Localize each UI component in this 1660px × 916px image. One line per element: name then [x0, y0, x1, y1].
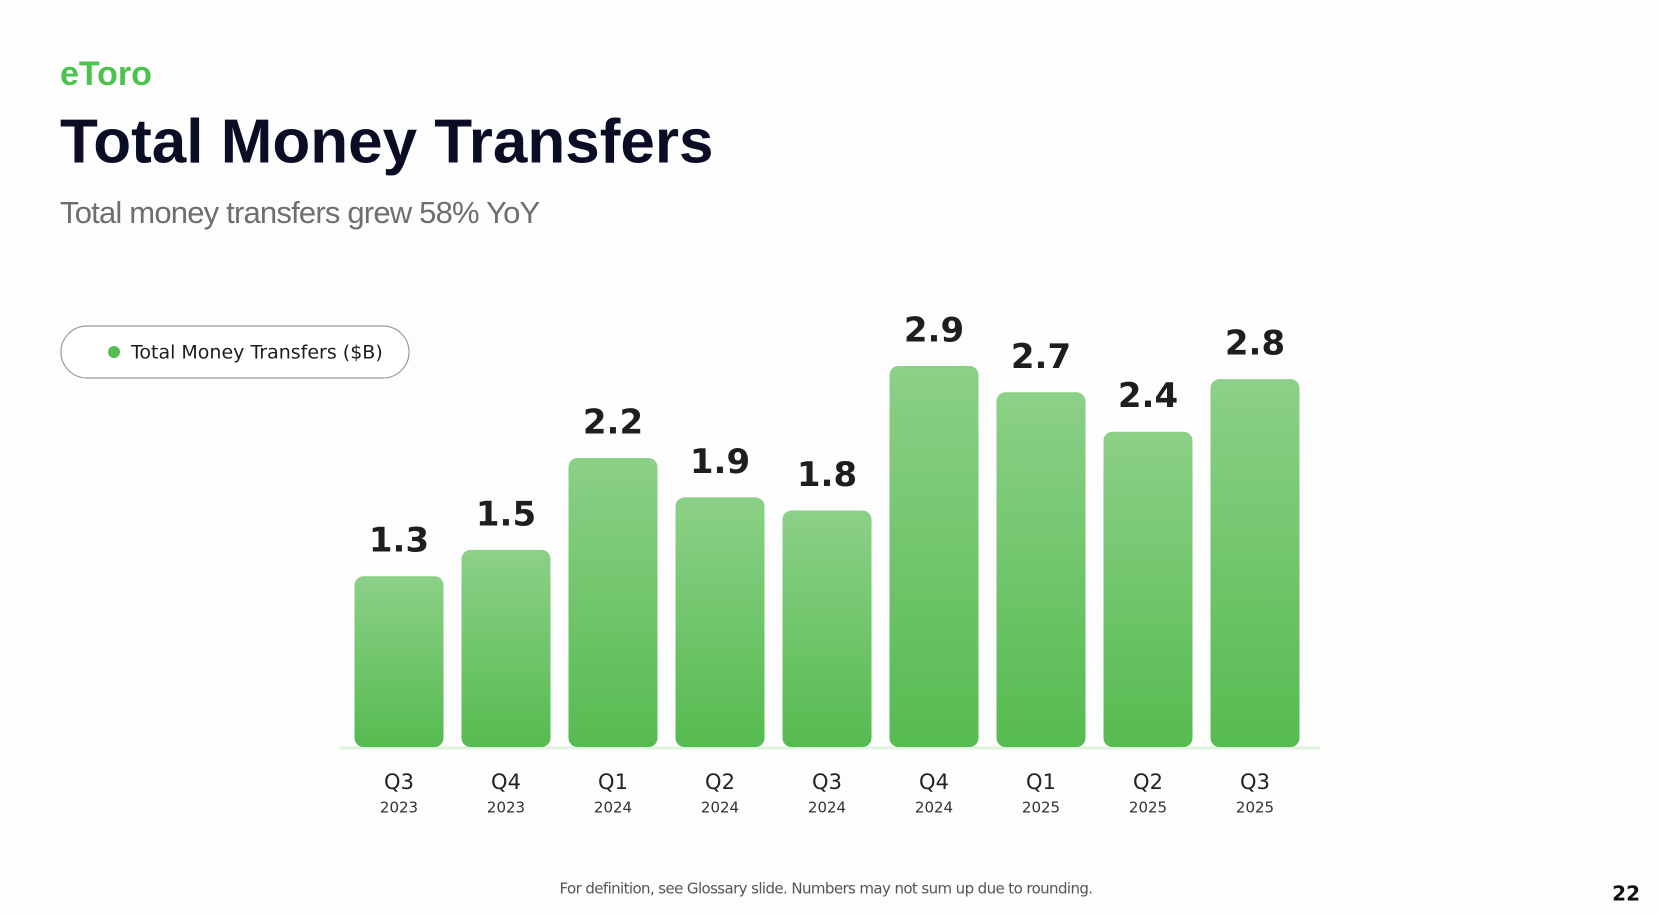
- x-tick-label: Q3: [384, 770, 414, 794]
- x-tick-label: Q2: [705, 770, 735, 794]
- value-label: 1.3: [369, 521, 429, 561]
- x-tick-sublabel: 2025: [1236, 799, 1274, 817]
- x-tick-label: Q2: [1133, 770, 1163, 794]
- x-tick-sublabel: 2025: [1022, 799, 1060, 817]
- value-label: 1.9: [690, 442, 750, 482]
- value-label: 2.9: [904, 311, 964, 351]
- bar: [889, 366, 979, 747]
- x-tick-label: Q3: [1240, 770, 1270, 794]
- x-tick-label: Q4: [491, 770, 521, 794]
- x-tick-label: Q1: [1026, 770, 1056, 794]
- x-tick-sublabel: 2023: [380, 799, 418, 817]
- bar: [568, 457, 658, 747]
- x-tick-label: Q4: [919, 770, 949, 794]
- x-tick-sublabel: 2025: [1129, 799, 1167, 817]
- page-number: 22: [1612, 882, 1640, 906]
- x-tick-sublabel: 2024: [594, 799, 632, 817]
- bar: [354, 576, 444, 747]
- x-tick-label: Q1: [598, 770, 628, 794]
- chart-subtitle: Total money transfers grew 58% YoY: [60, 195, 540, 230]
- bar: [1210, 379, 1300, 747]
- x-tick-label: Q3: [812, 770, 842, 794]
- x-tick-sublabel: 2024: [808, 799, 846, 817]
- bar: [1103, 431, 1193, 747]
- chart-title: Total Money Transfers: [60, 107, 713, 176]
- legend-label: Total Money Transfers ($B): [130, 342, 383, 364]
- x-tick-sublabel: 2024: [701, 799, 739, 817]
- bar: [461, 549, 551, 747]
- value-label: 2.4: [1118, 376, 1178, 416]
- x-tick-sublabel: 2024: [915, 799, 953, 817]
- value-label: 1.8: [797, 455, 857, 495]
- footnote: For definition, see Glossary slide. Numb…: [560, 880, 1093, 898]
- value-label: 1.5: [476, 494, 536, 534]
- bar: [996, 392, 1086, 747]
- value-label: 2.8: [1225, 324, 1285, 364]
- logo: eToro: [60, 55, 152, 93]
- bar: [782, 510, 872, 747]
- bar: [675, 497, 765, 747]
- x-tick-sublabel: 2023: [487, 799, 525, 817]
- legend-marker: [108, 346, 120, 358]
- legend-box: [60, 325, 410, 379]
- value-label: 2.7: [1011, 337, 1071, 377]
- value-label: 2.2: [583, 402, 643, 442]
